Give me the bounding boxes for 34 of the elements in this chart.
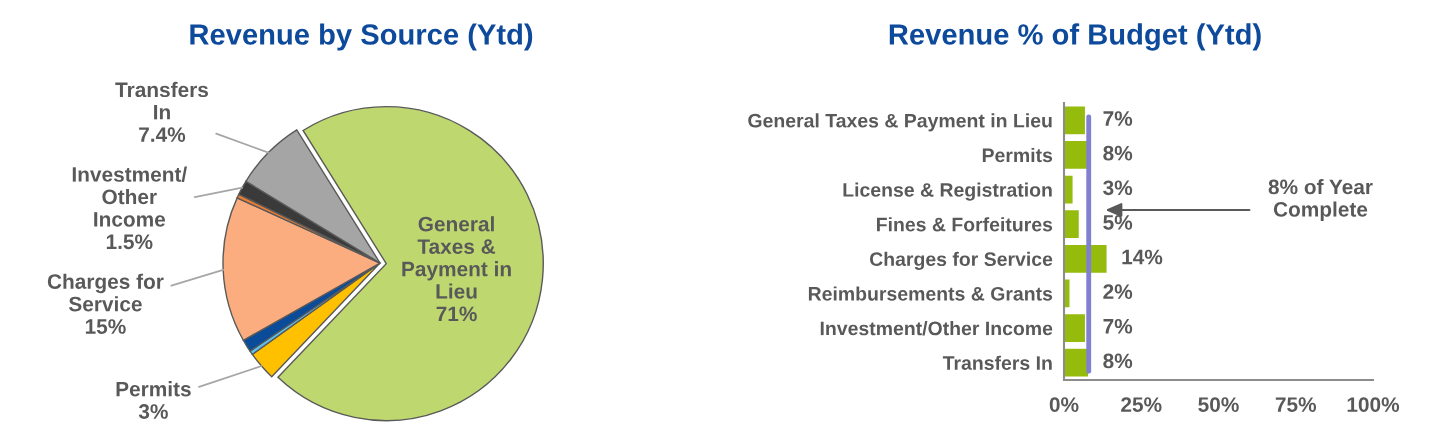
x-tick-label: 100% — [1347, 397, 1400, 412]
data-label: 8% — [1103, 145, 1133, 161]
x-tick-label: 25% — [1121, 397, 1162, 412]
data-label: 5% — [1103, 215, 1133, 230]
data-label: 2% — [1103, 284, 1133, 299]
chart-title: Revenue % of Budget (Ytd) — [889, 23, 1261, 51]
y-tick-label: Permits — [982, 147, 1053, 163]
data-label: 3% — [1103, 180, 1133, 196]
y-tick-label: General Taxes & Payment in Lieu — [748, 113, 1052, 132]
y-tick-label: Transfers In — [942, 355, 1052, 370]
x-tick-label: 75% — [1275, 397, 1317, 412]
data-label: 14% — [1122, 249, 1163, 265]
annotation: 8% of Year Complete — [1268, 179, 1373, 221]
y-tick-label: Fines & Forfeitures — [877, 217, 1053, 232]
chart-title: Revenue by Source (Ytd) — [190, 23, 533, 51]
y-tick-label: Reimbursements & Grants — [808, 286, 1053, 301]
data-label: 15% — [85, 319, 126, 334]
data-label: 71% — [436, 306, 477, 322]
data-label: 8% — [1103, 353, 1133, 369]
y-tick-label: Charges for Service — [869, 251, 1053, 270]
slice-label: Charges for Service — [47, 273, 164, 312]
y-tick-label: License & Registration — [843, 182, 1052, 201]
y-tick-label: Investment/Other Income — [820, 321, 1053, 336]
x-tick-label: 0% — [1049, 397, 1079, 412]
data-label: 7.4% — [139, 127, 186, 142]
data-label: 7% — [1103, 318, 1133, 334]
slice-label: Investment/ Other Income — [72, 166, 187, 227]
x-tick-label: 50% — [1198, 397, 1239, 412]
slice-label: Transfers In — [115, 81, 209, 120]
data-label: 1.5% — [106, 234, 153, 250]
slice-label: Permits — [116, 381, 191, 397]
data-label: 7% — [1103, 111, 1133, 126]
slice-label: General Taxes & Payment in Lieu — [402, 216, 511, 299]
data-label: 3% — [138, 404, 168, 419]
